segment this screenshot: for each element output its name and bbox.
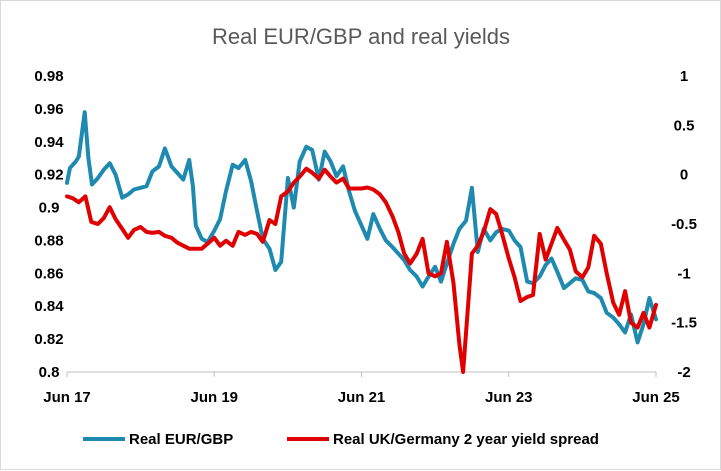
x-tick-label: Jun 19 bbox=[190, 389, 238, 406]
right-tick-label: 1 bbox=[680, 68, 688, 85]
left-tick-label: 0.88 bbox=[34, 232, 63, 249]
legend: Real EUR/GBP Real UK/Germany 2 year yield… bbox=[83, 431, 599, 448]
x-tick-label: Jun 23 bbox=[485, 389, 533, 406]
right-tick-label: 0 bbox=[680, 167, 688, 184]
series-layer bbox=[65, 110, 658, 374]
eur-gbp-series-line bbox=[65, 110, 658, 345]
x-tick-label: Jun 17 bbox=[43, 389, 91, 406]
right-tick-label: -1 bbox=[677, 265, 690, 282]
left-tick-label: 0.96 bbox=[34, 101, 63, 118]
left-tick-label: 0.84 bbox=[34, 298, 64, 315]
yield-spread-series-line bbox=[65, 166, 658, 374]
right-tick-label: 0.5 bbox=[674, 117, 695, 134]
left-tick-label: 0.86 bbox=[34, 265, 63, 282]
right-tick-label: -1.5 bbox=[671, 315, 697, 332]
right-tick-label: -0.5 bbox=[671, 216, 697, 233]
left-axis: 0.98 0.96 0.94 0.92 0.9 0.88 0.86 0.84 0.82 0.8 bbox=[34, 68, 64, 381]
chart-title: Real EUR/GBP and real yields bbox=[212, 24, 510, 49]
left-tick-label: 0.92 bbox=[34, 167, 63, 184]
legend-label: Real EUR/GBP bbox=[129, 431, 233, 448]
left-tick-label: 0.98 bbox=[34, 68, 63, 85]
left-tick-label: 0.94 bbox=[34, 134, 64, 151]
right-axis: 1 0.5 0 -0.5 -1 -1.5 -2 bbox=[671, 68, 697, 381]
right-tick-label: -2 bbox=[677, 364, 690, 381]
x-tick-label: Jun 25 bbox=[632, 389, 680, 406]
left-tick-label: 0.82 bbox=[34, 331, 63, 348]
left-tick-label: 0.8 bbox=[39, 364, 60, 381]
x-tick-label: Jun 21 bbox=[338, 389, 386, 406]
left-tick-label: 0.9 bbox=[39, 200, 60, 217]
x-axis: Jun 17 Jun 19 Jun 21 Jun 23 Jun 25 bbox=[43, 372, 680, 406]
legend-label: Real UK/Germany 2 year yield spread bbox=[333, 431, 599, 448]
